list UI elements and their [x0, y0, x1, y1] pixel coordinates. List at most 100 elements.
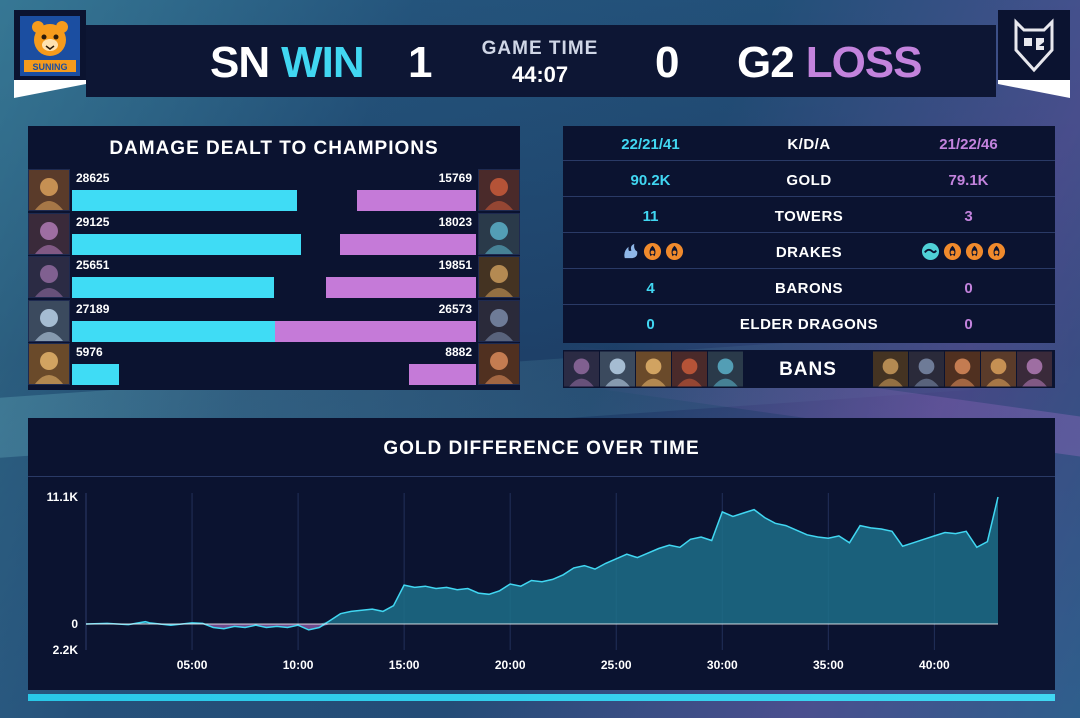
gold-difference-panel: GOLD DIFFERENCE OVER TIME 11.1K 0 2.2K 05:0…: [28, 418, 1055, 690]
infernal-drake-icon: [987, 242, 1006, 266]
y-tick-label: 0: [71, 617, 78, 631]
ban-portrait: [873, 351, 908, 387]
champion-portrait: [478, 256, 520, 298]
right-drakes: [921, 242, 1006, 266]
left-drakes: [621, 242, 684, 266]
x-tick-label: 30:00: [707, 658, 738, 672]
ban-portrait: [636, 351, 671, 387]
stat-label: DRAKES: [775, 244, 843, 261]
right-damage-bar: [275, 320, 476, 342]
ban-portrait: [981, 351, 1016, 387]
stat-label: K/D/A: [787, 136, 831, 153]
stat-right-value: 79.1K: [948, 172, 989, 189]
left-damage-bar: [72, 190, 298, 211]
infernal-drake-icon: [643, 242, 662, 266]
right-damage-bar: [326, 277, 476, 298]
right-damage-value: 26573: [438, 301, 472, 316]
damage-panel: DAMAGE DEALT TO CHAMPIONS 28625 15769 2912…: [28, 126, 520, 390]
left-damage-bar: [72, 233, 301, 255]
left-damage-value: 29125: [76, 214, 110, 229]
infernal-drake-icon: [965, 242, 984, 266]
stat-row-barons: 4 BARONS 0: [563, 270, 1055, 305]
champion-portrait: [478, 212, 520, 255]
stat-row-elder-dragons: 0 ELDER DRAGONS 0: [563, 306, 1055, 341]
ban-portrait: [945, 351, 980, 387]
cloud-drake-icon: [621, 242, 640, 266]
ban-portrait: [708, 351, 743, 387]
ban-portrait: [600, 351, 635, 387]
stat-row-gold: 90.2K GOLD 79.1K: [563, 162, 1055, 197]
right-damage-value: 15769: [438, 171, 472, 185]
left-damage-value: 27189: [76, 301, 110, 316]
stat-left-value: 4: [646, 280, 655, 297]
right-team-name: G2: [737, 38, 795, 87]
right-damage-value: 19851: [438, 258, 472, 272]
stats-panel: 22/21/41 K/D/A 21/22/46 90.2K GOLD 79.1K…: [563, 126, 1055, 343]
game-time-label: GAME TIME: [481, 38, 599, 59]
x-tick-label: 40:00: [919, 658, 950, 672]
stat-label: BARONS: [774, 280, 843, 297]
right-team-header: G2 LOSS: [737, 38, 922, 88]
left-team-header: SN WIN: [210, 38, 365, 88]
suning-logo-icon: SUNING: [20, 16, 80, 76]
left-team-name: SN: [210, 38, 270, 87]
right-team-score: 0: [655, 38, 680, 87]
right-damage-value: 18023: [438, 214, 472, 229]
left-damage-bar: [72, 320, 286, 342]
x-tick-label: 25:00: [601, 658, 632, 672]
right-damage-bar: [356, 190, 476, 211]
stat-right-value: 3: [964, 208, 973, 225]
left-damage-bar: [72, 364, 119, 385]
stat-right-value: 21/22/46: [939, 136, 998, 153]
stat-left-value: 90.2K: [630, 172, 671, 189]
x-tick-label: 05:00: [177, 658, 208, 672]
stat-row-drakes: DRAKES: [563, 234, 1055, 269]
left-damage-value: 25651: [76, 258, 110, 272]
stat-left-value: 22/21/41: [621, 136, 680, 153]
champion-portrait: [28, 256, 70, 298]
ocean-drake-icon: [921, 242, 940, 266]
champion-portrait: [28, 169, 70, 211]
right-damage-bar: [339, 233, 476, 255]
suning-logo-text: SUNING: [32, 62, 67, 72]
stat-row-kda: 22/21/41 K/D/A 21/22/46: [563, 126, 1055, 161]
gold-difference-chart: 11.1K 0 2.2K 05:00 10:00 15:00 20:00 25:00 30:00…: [47, 490, 999, 672]
stat-label: GOLD: [786, 172, 832, 189]
right-damage-bar: [408, 364, 476, 385]
g2-logo-icon: [1014, 18, 1054, 73]
champion-portrait: [478, 343, 520, 385]
ban-portrait: [909, 351, 944, 387]
bans-label: BANS: [779, 359, 837, 380]
stat-label: ELDER DRAGONS: [739, 316, 879, 333]
damage-row: 27189 26573: [28, 299, 520, 343]
right-damage-value: 8882: [445, 345, 472, 359]
champion-portrait: [28, 299, 70, 342]
right-team-result: LOSS: [805, 38, 923, 87]
left-damage-bar: [72, 277, 274, 298]
damage-panel-title: DAMAGE DEALT TO CHAMPIONS: [109, 138, 439, 159]
g2-logo: [998, 10, 1070, 98]
x-tick-label: 35:00: [813, 658, 844, 672]
damage-row: 29125 18023: [28, 212, 520, 256]
y-tick-label: 2.2K: [53, 643, 79, 657]
suning-logo: SUNING: [14, 10, 86, 98]
ban-portrait: [672, 351, 707, 387]
champion-portrait: [478, 299, 520, 342]
stat-label: TOWERS: [774, 208, 844, 225]
left-damage-value: 28625: [76, 171, 110, 185]
x-tick-label: 20:00: [495, 658, 526, 672]
y-tick-label: 11.1K: [47, 490, 79, 504]
damage-row: 28625 15769: [28, 169, 520, 212]
infernal-drake-icon: [665, 242, 684, 266]
left-team-result: WIN: [281, 38, 365, 87]
stat-row-towers: 11 TOWERS 3: [563, 198, 1055, 233]
left-damage-value: 5976: [76, 345, 103, 359]
champion-portrait: [478, 169, 520, 211]
x-tick-label: 15:00: [389, 658, 420, 672]
bans-panel: BANS: [563, 350, 1055, 388]
game-time-value: 44:07: [511, 62, 569, 87]
ban-portrait: [564, 351, 599, 387]
stat-right-value: 0: [964, 280, 973, 297]
x-tick-label: 10:00: [283, 658, 314, 672]
champion-portrait: [28, 343, 70, 385]
